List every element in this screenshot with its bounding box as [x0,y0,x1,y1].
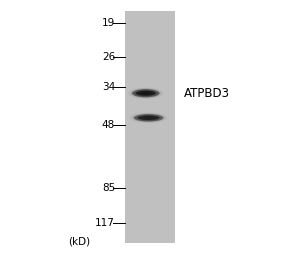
Text: 19-: 19- [102,18,119,28]
Ellipse shape [136,90,156,96]
Ellipse shape [146,117,151,119]
Ellipse shape [137,115,160,121]
Ellipse shape [143,92,148,94]
Ellipse shape [142,92,149,95]
Ellipse shape [140,115,157,120]
Ellipse shape [145,117,153,119]
Ellipse shape [136,91,156,96]
Ellipse shape [138,91,153,96]
Ellipse shape [144,93,148,94]
Text: 34-: 34- [102,82,119,92]
Ellipse shape [143,92,149,94]
Ellipse shape [139,115,158,121]
Ellipse shape [141,116,156,120]
Ellipse shape [141,116,156,120]
Ellipse shape [141,92,151,95]
Ellipse shape [144,116,153,119]
Ellipse shape [139,91,153,96]
Text: 117-: 117- [95,218,119,228]
Text: ATPBD3: ATPBD3 [184,87,230,100]
Ellipse shape [143,116,155,120]
Ellipse shape [143,116,154,119]
Ellipse shape [137,90,154,96]
Ellipse shape [137,90,155,96]
Text: 26-: 26- [102,52,119,62]
Ellipse shape [138,116,160,120]
Ellipse shape [139,115,158,120]
Text: (kD): (kD) [68,237,90,247]
Ellipse shape [145,93,147,94]
Bar [125,11,175,243]
Ellipse shape [147,117,151,118]
Text: 48-: 48- [102,120,119,130]
Text: 85-: 85- [102,183,119,193]
Ellipse shape [140,91,152,95]
Ellipse shape [138,115,159,121]
Ellipse shape [147,117,150,118]
Ellipse shape [132,89,160,97]
Ellipse shape [135,90,156,97]
Ellipse shape [145,117,152,119]
Ellipse shape [142,116,155,120]
Ellipse shape [140,91,151,95]
Ellipse shape [138,91,154,96]
Ellipse shape [134,114,164,121]
Ellipse shape [142,92,150,95]
